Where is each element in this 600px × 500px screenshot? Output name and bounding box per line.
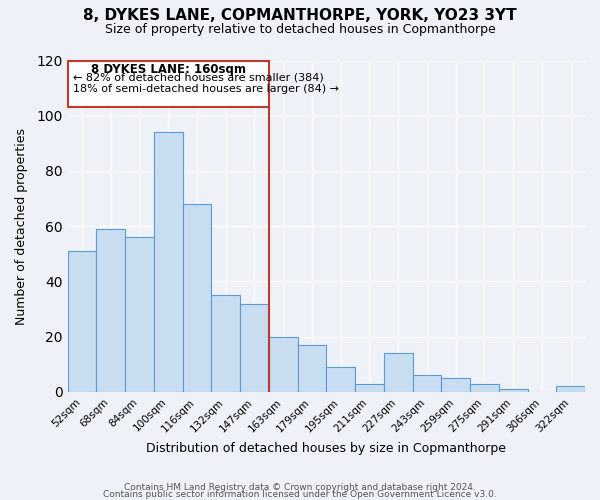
Bar	[68, 251, 97, 392]
Bar	[384, 354, 413, 392]
Bar	[326, 367, 355, 392]
FancyBboxPatch shape	[68, 60, 269, 108]
Bar	[269, 336, 298, 392]
Text: 8 DYKES LANE: 160sqm: 8 DYKES LANE: 160sqm	[91, 64, 245, 76]
Bar	[154, 132, 182, 392]
Bar	[413, 376, 441, 392]
Bar	[355, 384, 384, 392]
Bar	[556, 386, 585, 392]
Text: ← 82% of detached houses are smaller (384): ← 82% of detached houses are smaller (38…	[73, 73, 324, 83]
Bar	[97, 229, 125, 392]
Text: 18% of semi-detached houses are larger (84) →: 18% of semi-detached houses are larger (…	[73, 84, 340, 94]
Bar	[125, 238, 154, 392]
Bar	[499, 389, 527, 392]
X-axis label: Distribution of detached houses by size in Copmanthorpe: Distribution of detached houses by size …	[146, 442, 506, 455]
Text: Size of property relative to detached houses in Copmanthorpe: Size of property relative to detached ho…	[104, 22, 496, 36]
Bar	[211, 296, 240, 392]
Bar	[182, 204, 211, 392]
Y-axis label: Number of detached properties: Number of detached properties	[15, 128, 28, 324]
Bar	[470, 384, 499, 392]
Bar	[441, 378, 470, 392]
Text: Contains HM Land Registry data © Crown copyright and database right 2024.: Contains HM Land Registry data © Crown c…	[124, 484, 476, 492]
Bar	[298, 345, 326, 392]
Text: Contains public sector information licensed under the Open Government Licence v3: Contains public sector information licen…	[103, 490, 497, 499]
Bar	[240, 304, 269, 392]
Text: 8, DYKES LANE, COPMANTHORPE, YORK, YO23 3YT: 8, DYKES LANE, COPMANTHORPE, YORK, YO23 …	[83, 8, 517, 22]
